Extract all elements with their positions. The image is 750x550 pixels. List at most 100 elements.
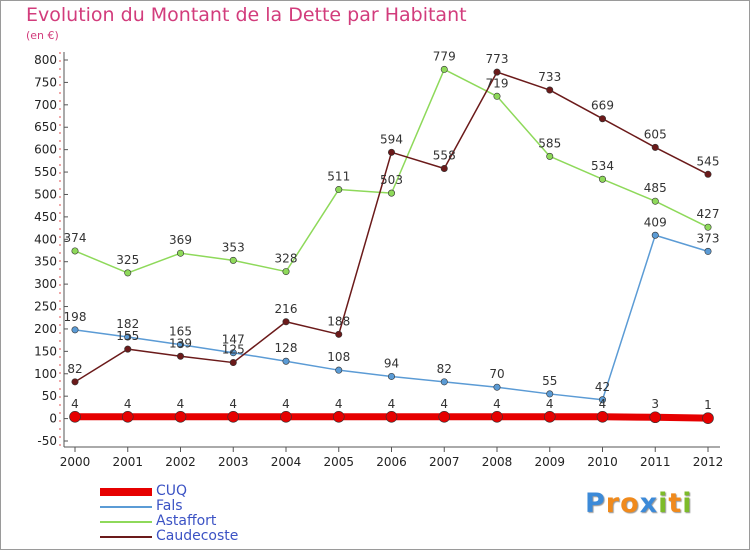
y-tick-label: 600 [34, 143, 57, 157]
data-label: 373 [697, 231, 720, 245]
data-label: 1 [704, 398, 712, 412]
data-label: 147 [222, 333, 245, 347]
data-point [69, 410, 81, 423]
data-point [124, 269, 132, 277]
data-label: 511 [327, 170, 350, 184]
data-label: 4 [493, 397, 501, 411]
x-tick-label: 2012 [693, 455, 724, 469]
y-tick-label: 400 [34, 232, 57, 246]
data-point [177, 249, 185, 257]
x-tick-label: 2009 [534, 455, 565, 469]
data-label: 719 [486, 76, 509, 90]
data-point [546, 152, 554, 160]
y-tick-label: 750 [34, 75, 57, 89]
data-point [71, 378, 79, 386]
data-label: 82 [67, 362, 82, 376]
legend-item-astaffort: Astaffort [100, 513, 280, 529]
data-point [598, 175, 606, 183]
data-label: 4 [124, 397, 132, 411]
data-label: 42 [595, 380, 610, 394]
data-label: 4 [177, 397, 185, 411]
chart-title: Evolution du Montant de la Dette par Hab… [26, 4, 467, 26]
data-point [493, 92, 501, 100]
data-label: 773 [486, 52, 509, 66]
y-tick-label: 300 [34, 277, 57, 291]
data-label: 70 [489, 367, 504, 381]
y-tick-label: 100 [34, 367, 57, 381]
data-point [332, 410, 345, 423]
data-point [598, 396, 606, 404]
data-point [124, 333, 132, 341]
legend-item-caudecoste: Caudecoste [100, 528, 280, 544]
y-tick-label: 800 [34, 53, 57, 67]
data-point [546, 390, 554, 398]
data-point [651, 143, 659, 151]
x-tick-label: 2005 [323, 455, 354, 469]
proxiti-logo: Proxiti [585, 488, 693, 519]
data-point [651, 231, 659, 239]
data-label: 534 [591, 159, 614, 173]
data-point [598, 115, 606, 123]
data-label: 558 [433, 148, 456, 162]
data-label: 182 [116, 317, 139, 331]
data-label: 4 [599, 397, 607, 411]
data-point [649, 411, 662, 424]
data-label: 4 [229, 397, 237, 411]
data-label: 353 [222, 240, 245, 254]
data-point [704, 223, 712, 231]
data-point [282, 318, 290, 326]
data-point [387, 189, 395, 197]
data-point [702, 412, 714, 424]
data-point [440, 164, 448, 172]
y-tick-label: -50 [37, 434, 57, 448]
data-label: 3 [651, 397, 659, 411]
x-tick-label: 2004 [271, 455, 302, 469]
legend-label: Caudecoste [156, 528, 239, 544]
data-label: 409 [644, 215, 667, 229]
chart-subtitle: (en €) [26, 29, 59, 42]
data-point [651, 197, 659, 205]
x-tick-label: 2001 [112, 455, 143, 469]
data-label: 82 [437, 362, 452, 376]
legend-item-cuq: CUQ [100, 483, 280, 499]
x-tick-label: 2000 [60, 455, 91, 469]
data-point [543, 410, 556, 423]
data-label: 216 [275, 302, 298, 316]
y-tick-label: 650 [34, 120, 57, 134]
legend-swatch [100, 506, 152, 508]
data-point [227, 410, 240, 423]
data-label: 594 [380, 132, 403, 146]
data-label: 545 [697, 154, 720, 168]
y-tick-label: 500 [34, 187, 57, 201]
data-label: 155 [116, 329, 139, 343]
legend-swatch [100, 488, 152, 496]
legend-label: Fals [156, 498, 183, 514]
data-label: 198 [64, 310, 87, 324]
data-point [177, 341, 185, 349]
data-label: 503 [380, 173, 403, 187]
data-point [493, 68, 501, 76]
x-tick-label: 2006 [376, 455, 407, 469]
data-label: 485 [644, 181, 667, 195]
data-point [71, 247, 79, 255]
data-point [71, 326, 79, 334]
data-label: 669 [591, 99, 614, 113]
data-label: 427 [697, 207, 720, 221]
data-point [387, 148, 395, 156]
data-label: 165 [169, 325, 192, 339]
data-point [229, 349, 237, 357]
y-tick-label: 550 [34, 165, 57, 179]
data-label: 4 [335, 397, 343, 411]
legend-label: CUQ [156, 483, 188, 499]
data-label: 128 [275, 341, 298, 355]
data-point [335, 186, 343, 194]
axes: -50 0 50 100 150 200 250 300 350 400 450 500 550 600 6… [34, 52, 723, 469]
data-label: 4 [546, 397, 554, 411]
y-tick-label: 700 [34, 98, 57, 112]
data-label: 139 [169, 336, 192, 350]
legend-swatch [100, 536, 152, 538]
data-label: 94 [384, 356, 399, 370]
data-point [493, 383, 501, 391]
y-tick-label: 200 [34, 322, 57, 336]
